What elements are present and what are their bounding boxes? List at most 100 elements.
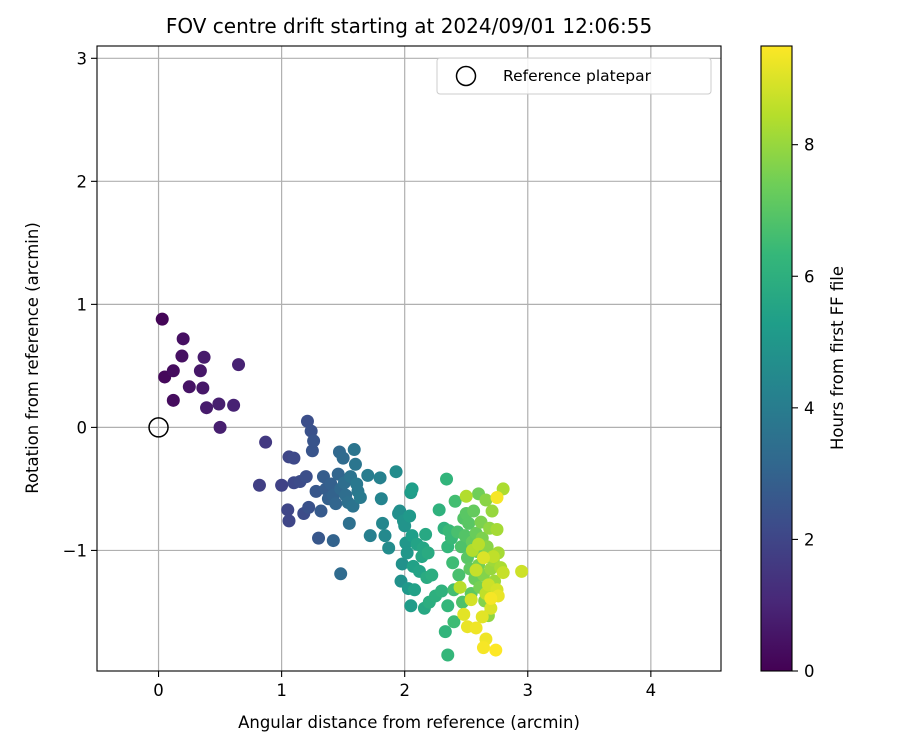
scatter-point — [309, 484, 323, 498]
colorbar: 0 2 4 6 8 Hours from first FF file — [760, 45, 847, 681]
scatter-point — [324, 477, 338, 491]
scatter-point — [476, 641, 490, 655]
scatter-point — [475, 610, 489, 624]
x-axis-ticks: 0 1 2 3 4 — [153, 671, 656, 700]
scatter-point — [282, 514, 296, 528]
y-axis-label: Rotation from reference (arcmin) — [23, 222, 42, 494]
scatter-point — [472, 537, 486, 551]
scatter-point — [200, 401, 214, 415]
scatter-point — [353, 491, 367, 505]
scatter-point — [302, 500, 316, 514]
colorbar-tick-label: 8 — [804, 136, 815, 155]
scatter-point — [496, 566, 510, 580]
scatter-point — [490, 523, 504, 537]
scatter-point — [441, 648, 455, 662]
scatter-point — [393, 504, 407, 518]
colorbar-tick-label: 2 — [804, 530, 815, 549]
x-tick-label: 3 — [523, 681, 534, 700]
x-tick-label: 1 — [276, 681, 287, 700]
y-axis-ticks: −1 0 1 2 3 — [63, 49, 97, 560]
scatter-point — [305, 444, 319, 458]
scatter-point — [435, 584, 449, 598]
reference-point — [148, 417, 169, 438]
scatter-point — [419, 527, 433, 541]
colorbar-tick-label: 0 — [804, 662, 815, 681]
scatter-point — [486, 550, 500, 564]
legend-label: Reference platepar — [503, 67, 652, 85]
scatter-point — [484, 601, 498, 615]
scatter-point — [400, 546, 414, 560]
scatter-point — [398, 519, 412, 533]
scatter-point — [196, 381, 210, 395]
scatter-point — [462, 516, 476, 530]
scatter-point — [182, 380, 196, 394]
scatter-point — [440, 472, 454, 486]
scatter-point — [382, 541, 396, 555]
plot-frame — [96, 45, 722, 672]
scatter-point — [155, 312, 169, 326]
scatter-point — [453, 580, 467, 594]
scatter-point — [457, 607, 471, 621]
scatter-point — [166, 393, 180, 407]
scatter-point — [464, 593, 478, 607]
y-tick-label: 2 — [77, 172, 88, 191]
scatter-point — [193, 364, 207, 378]
scatter-point — [252, 478, 266, 492]
x-tick-label: 2 — [399, 681, 410, 700]
scatter-point — [329, 497, 343, 511]
scatter-point — [166, 364, 180, 378]
scatter-point — [259, 435, 273, 449]
scatter-point — [312, 531, 326, 545]
scatter-point — [227, 398, 241, 412]
scatter-point — [408, 583, 422, 597]
colorbar-label: Hours from first FF file — [828, 266, 847, 450]
scatter-point — [361, 468, 375, 482]
chart-title: FOV centre drift starting at 2024/09/01 … — [166, 14, 652, 38]
scatter-point — [489, 643, 503, 657]
scatter-point — [490, 491, 504, 505]
scatter-point — [441, 599, 455, 613]
scatter-point — [403, 509, 417, 523]
scatter-point — [404, 599, 418, 613]
scatter-point — [304, 424, 318, 438]
x-tick-label: 4 — [646, 681, 657, 700]
colorbar-ticks: 0 2 4 6 8 — [792, 136, 815, 681]
x-tick-label: 0 — [153, 681, 164, 700]
scatter-point — [346, 499, 360, 513]
scatter-series — [155, 312, 529, 662]
scatter-point — [452, 568, 466, 582]
x-axis-label: Angular distance from reference (arcmin) — [238, 713, 580, 732]
scatter-point — [175, 349, 189, 363]
scatter-point — [467, 504, 481, 518]
y-tick-label: 1 — [77, 295, 88, 314]
scatter-point — [469, 563, 483, 577]
legend: Reference platepar — [436, 57, 712, 95]
scatter-point — [348, 457, 362, 471]
scatter-point — [176, 332, 190, 346]
scatter-point — [334, 567, 348, 581]
scatter-point — [485, 504, 499, 518]
scatter-point — [342, 516, 356, 530]
colorbar-tick-label: 4 — [804, 399, 815, 418]
scatter-point — [469, 621, 483, 635]
scatter-point — [484, 591, 498, 605]
scatter-point — [213, 420, 227, 434]
scatter-point — [376, 516, 390, 530]
scatter-point — [432, 503, 446, 517]
legend-marker — [455, 65, 477, 87]
y-tick-label: 3 — [77, 49, 88, 68]
scatter-point — [307, 434, 321, 448]
y-tick-label: −1 — [63, 541, 87, 560]
scatter-point — [378, 529, 392, 543]
scatter-point — [476, 551, 490, 565]
scatter-point — [459, 489, 473, 503]
scatter-point — [479, 493, 493, 507]
scatter-point — [515, 564, 529, 578]
scatter-point — [373, 471, 387, 485]
scatter-point — [448, 494, 462, 508]
scatter-point — [374, 492, 388, 506]
scatter-point — [421, 546, 435, 560]
colorbar-gradient — [761, 46, 792, 671]
scatter-point — [389, 465, 403, 479]
